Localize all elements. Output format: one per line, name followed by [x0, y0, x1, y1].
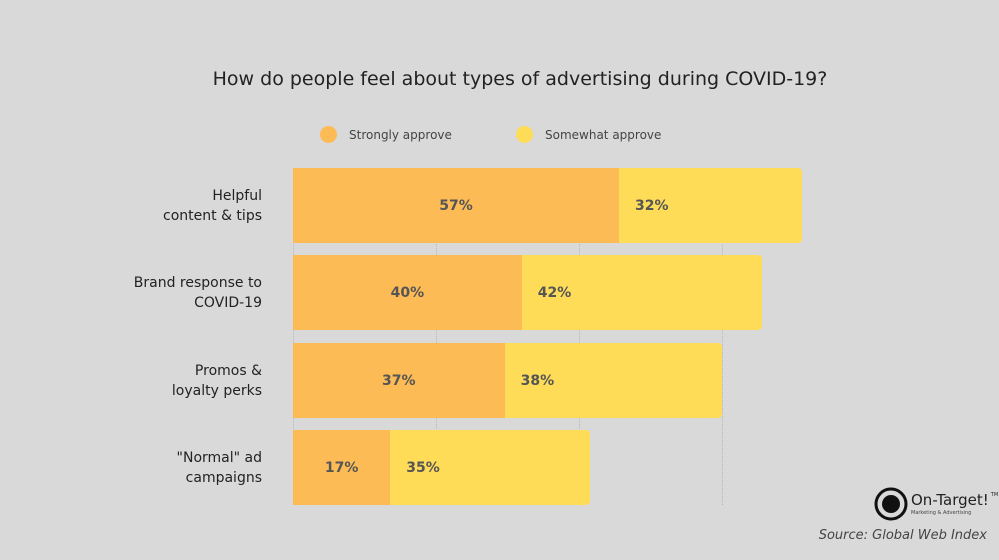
target-icon	[874, 487, 908, 521]
data-label: 40%	[390, 284, 425, 301]
data-label: 38%	[520, 372, 555, 389]
bar-somewhat-approve	[619, 168, 803, 243]
chart-title: How do people feel about types of advert…	[212, 68, 828, 90]
gridline	[293, 168, 294, 505]
bar-somewhat-approve	[390, 430, 591, 505]
legend-swatch-icon	[320, 126, 337, 143]
logo-tm: TM	[990, 491, 999, 498]
on-target-logo: On-Target! TM Marketing & Advertising	[874, 487, 998, 521]
gridline	[579, 168, 580, 505]
gridline	[436, 168, 437, 505]
data-label: 32%	[635, 197, 669, 214]
legend-swatch-icon	[516, 126, 533, 143]
logo-name: On-Target!	[911, 490, 989, 509]
category-label-line: content & tips	[163, 207, 262, 224]
category-label-line: loyalty perks	[171, 382, 262, 399]
category-label-line: COVID-19	[194, 294, 262, 311]
bar-somewhat-approve	[504, 343, 722, 418]
bar-strongly-approve	[293, 255, 522, 330]
category-label-line: Promos &	[194, 362, 262, 379]
category-label: Helpful content & tips	[163, 186, 262, 226]
legend-strongly-approve: Strongly approve	[320, 126, 452, 143]
logo-tagline: Marketing & Advertising	[911, 509, 972, 516]
legend-label: Somewhat approve	[545, 127, 662, 142]
category-label-line: "Normal" ad	[176, 449, 262, 466]
data-label: 37%	[382, 372, 416, 389]
logo-name-row: On-Target! TM	[911, 490, 999, 509]
source-note: Source: Global Web Index	[818, 528, 987, 543]
legend-label: Strongly approve	[349, 127, 452, 142]
bar-somewhat-approve	[521, 255, 763, 330]
category-label: Promos & loyalty perks	[172, 361, 262, 401]
data-label: 42%	[537, 284, 572, 301]
category-label-line: Brand response to	[133, 274, 262, 291]
logo-text: On-Target! TM Marketing & Advertising	[911, 490, 999, 517]
bar-strongly-approve	[293, 168, 620, 243]
legend-somewhat-approve: Somewhat approve	[516, 126, 661, 143]
bar-strongly-approve	[293, 430, 391, 505]
data-label: 17%	[324, 459, 359, 476]
gridline	[722, 168, 723, 505]
data-label: 57%	[439, 197, 473, 214]
category-label: Brand response to COVID-19	[134, 273, 262, 313]
category-label: "Normal" ad campaigns	[177, 448, 262, 488]
category-label-line: Helpful	[212, 187, 262, 204]
category-label-line: campaigns	[185, 469, 262, 486]
data-label: 35%	[406, 459, 440, 476]
bar-strongly-approve	[293, 343, 505, 418]
